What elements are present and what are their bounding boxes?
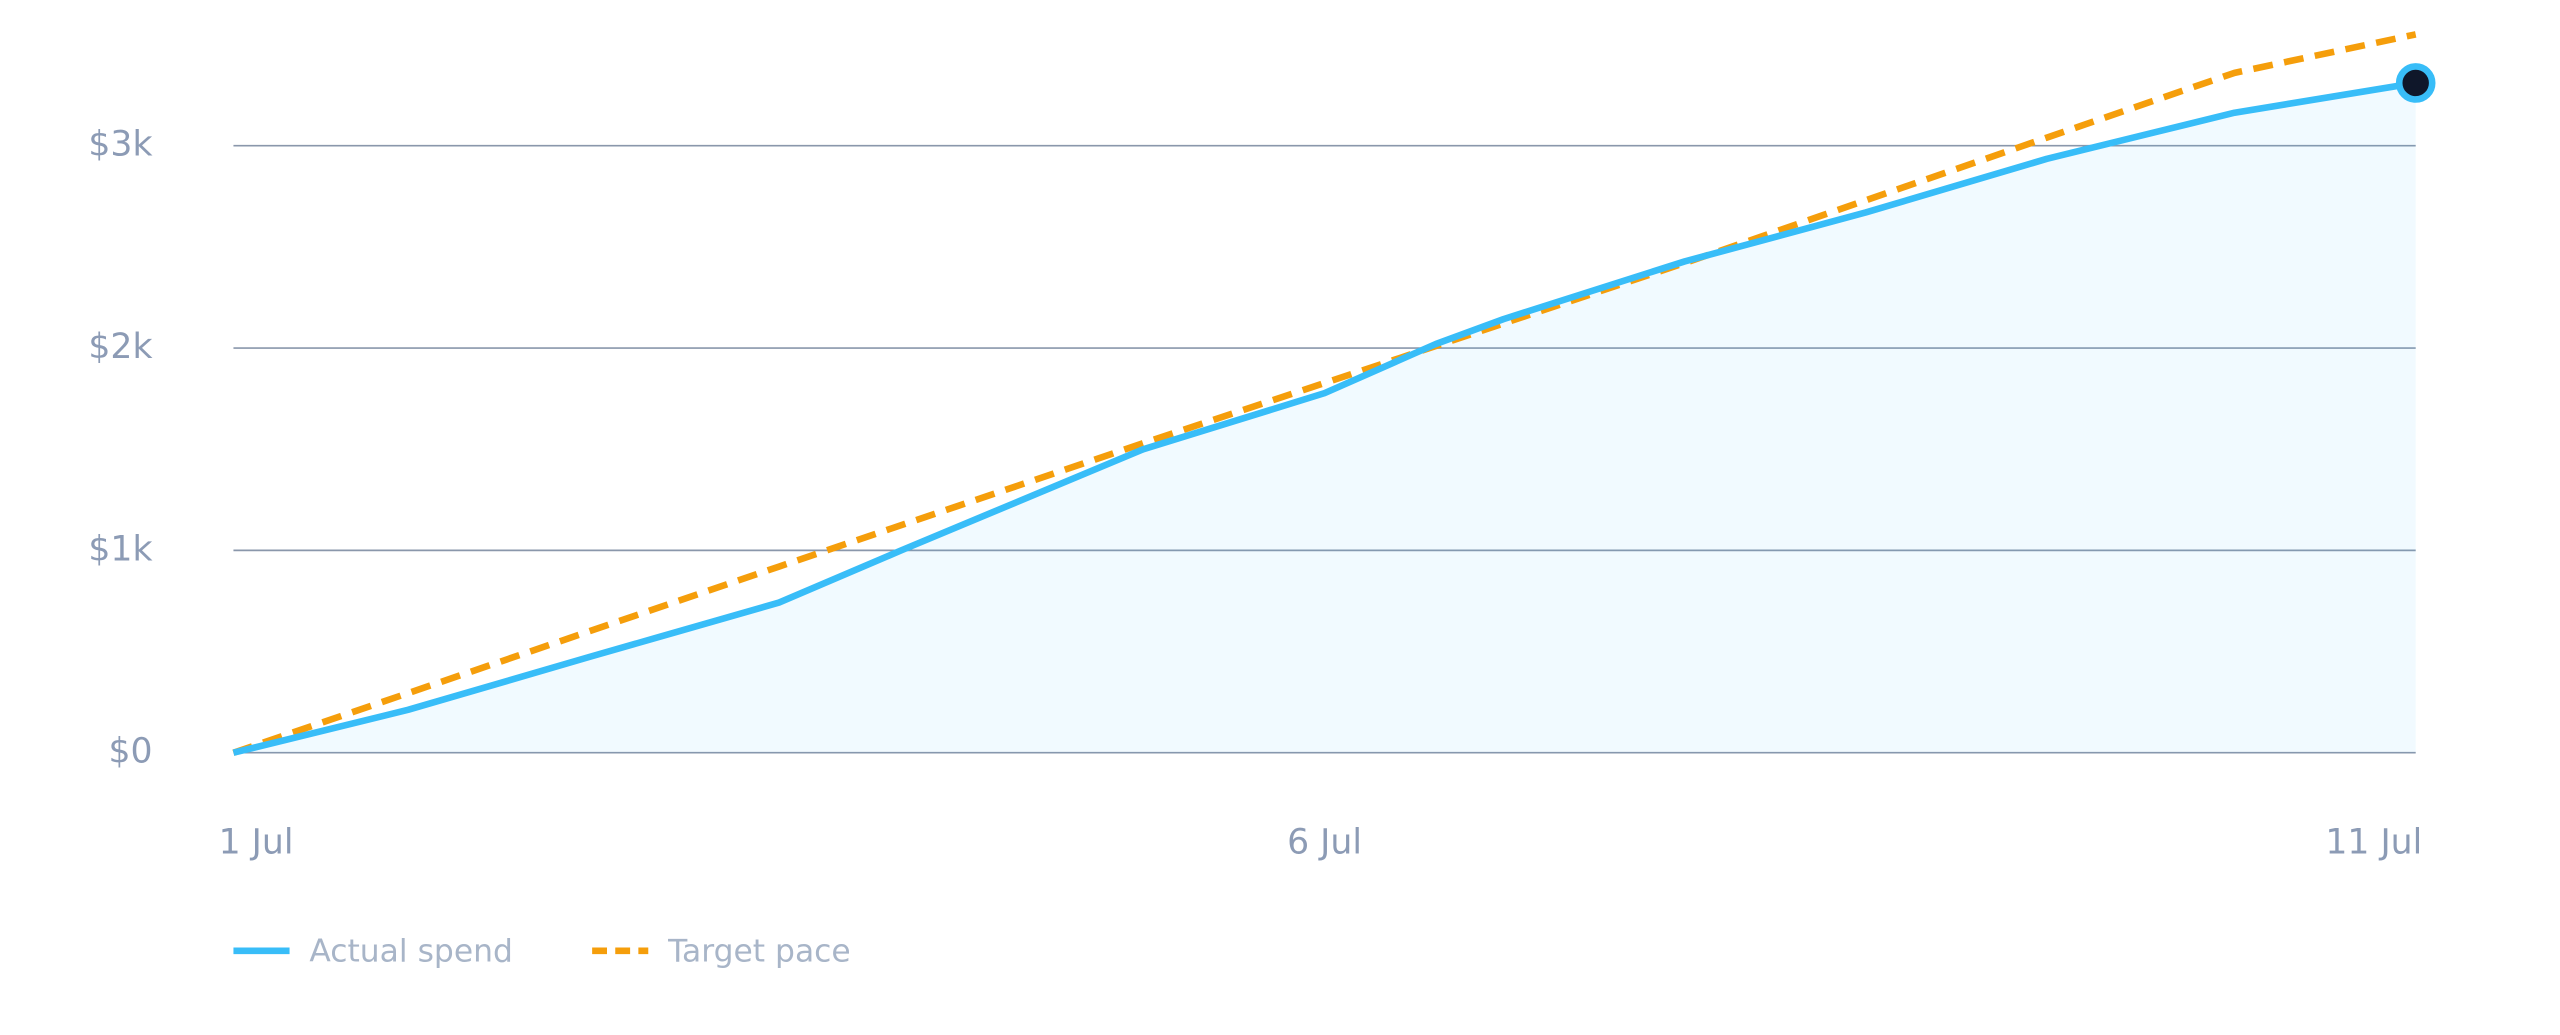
legend-item: Actual spend [233,933,513,969]
x-tick-label: 11 Jul [2325,823,2422,863]
y-tick-label: $1k [88,529,152,569]
series-line [232,79,2417,756]
x-tick-label: 6 Jul [1287,823,1362,863]
legend-item: Target pace [592,933,851,969]
legend-label: Target pace [667,933,851,969]
y-tick-label: $2k [88,327,152,367]
series-line [232,31,2417,756]
end-marker [2395,63,2436,103]
y-tick-label: $3k [88,125,152,165]
x-tick-label: 1 Jul [219,823,294,863]
y-tick-label: $0 [108,732,152,772]
legend-label: Actual spend [309,933,513,969]
area [233,82,2416,753]
